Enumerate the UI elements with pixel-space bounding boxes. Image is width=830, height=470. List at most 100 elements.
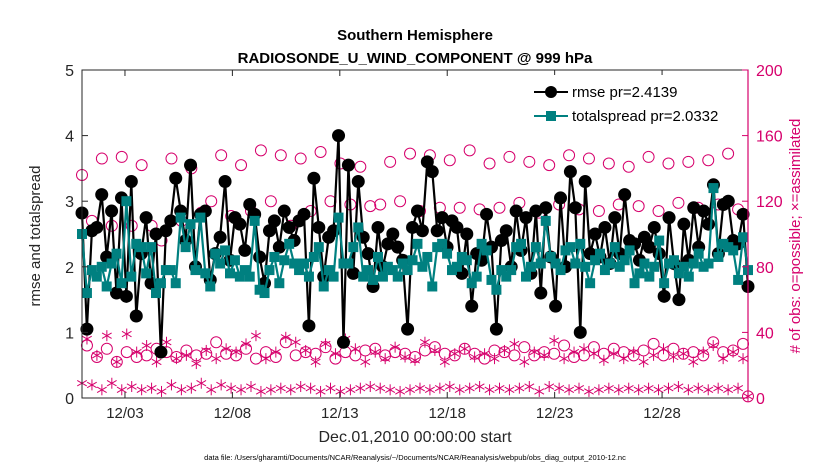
- assimilated-obs-marker: [285, 384, 296, 396]
- totalspread-point: [348, 242, 359, 253]
- assimilated-obs-marker: [544, 381, 555, 393]
- rmse-point: [697, 204, 711, 218]
- totalspread-point: [101, 281, 112, 292]
- y-tick-label: 5: [65, 63, 74, 80]
- rmse-point: [618, 188, 632, 202]
- assimilated-obs-marker: [738, 353, 749, 365]
- assimilated-obs-marker: [250, 330, 261, 342]
- totalspread-point: [229, 255, 240, 266]
- totalspread-point: [585, 278, 596, 289]
- totalspread-point: [303, 271, 314, 282]
- rmse-point: [95, 188, 109, 202]
- assimilated-markers: [76, 144, 754, 403]
- assimilated-obs-marker: [86, 379, 97, 391]
- x-tick-label: 12/28: [643, 405, 681, 422]
- rmse-point: [154, 345, 168, 359]
- assimilated-obs-marker: [236, 384, 247, 396]
- possible-obs-marker: [523, 155, 536, 168]
- assimilated-obs-marker: [419, 336, 430, 348]
- totalspread-point: [595, 248, 605, 259]
- assimilated-obs-marker: [663, 382, 674, 394]
- rmse-point: [213, 230, 227, 244]
- assimilated-obs-marker: [668, 351, 679, 363]
- totalspread-point: [599, 265, 610, 276]
- rmse-point: [406, 220, 420, 234]
- assimilated-obs-marker: [638, 356, 649, 368]
- assimilated-obs-marker: [698, 346, 709, 358]
- rmse-point: [598, 220, 612, 234]
- assimilated-obs-marker: [390, 341, 401, 353]
- assimilated-obs-marker: [370, 346, 381, 358]
- rmse-point: [430, 224, 444, 238]
- possible-obs-marker: [100, 342, 113, 355]
- possible-obs-marker: [483, 157, 496, 170]
- totalspread-point: [713, 251, 724, 262]
- assimilated-obs-marker: [221, 343, 232, 355]
- assimilated-obs-marker: [111, 356, 122, 368]
- possible-obs-marker: [652, 205, 665, 218]
- assimilated-obs-marker: [708, 340, 719, 352]
- assimilated-obs-marker: [648, 349, 659, 361]
- assimilated-obs-marker: [106, 377, 117, 389]
- assimilated-obs-marker: [131, 346, 142, 358]
- assimilated-obs-marker: [186, 382, 197, 394]
- totalspread-point: [525, 261, 536, 272]
- totalspread-point: [126, 271, 137, 282]
- possible-obs-marker: [592, 205, 605, 218]
- assimilated-obs-marker: [101, 330, 112, 342]
- totalspread-point: [486, 274, 497, 285]
- assimilated-obs-marker: [136, 384, 147, 396]
- assimilated-obs-marker: [141, 340, 152, 352]
- x-tick-label: 12/08: [214, 405, 252, 422]
- totalspread-point: [353, 222, 364, 233]
- possible-obs-marker: [453, 201, 466, 214]
- assimilated-obs-marker: [409, 354, 421, 366]
- assimilated-obs-marker: [375, 382, 386, 394]
- rmse-point: [450, 220, 464, 234]
- totalspread-point: [180, 242, 191, 253]
- assimilated-obs-marker: [365, 381, 376, 393]
- assimilated-obs-marker: [265, 384, 276, 396]
- rmse-point: [119, 289, 133, 303]
- assimilated-obs-marker: [151, 356, 162, 368]
- x-tick-label: 12/03: [106, 405, 144, 422]
- totalspread-point: [609, 242, 620, 253]
- x-tick-label: 12/18: [428, 405, 466, 422]
- assimilated-obs-marker: [643, 382, 654, 394]
- totalspread-point: [491, 284, 502, 295]
- possible-obs-marker: [215, 149, 228, 162]
- assimilated-obs-marker: [549, 335, 560, 347]
- legend-totalspread-label: totalspread pr=2.0332: [572, 108, 718, 125]
- possible-obs-marker: [235, 159, 248, 172]
- assimilated-obs-marker: [534, 385, 545, 397]
- totalspread-point: [683, 271, 694, 282]
- possible-obs-marker: [662, 157, 675, 170]
- assimilated-obs-marker: [320, 338, 331, 350]
- assimilated-obs-marker: [395, 385, 406, 397]
- totalspread-point: [688, 258, 699, 269]
- assimilated-obs-marker: [216, 379, 227, 391]
- totalspread-point: [200, 268, 211, 279]
- totalspread-point: [215, 258, 226, 269]
- possible-obs-marker: [384, 155, 397, 168]
- assimilated-obs-marker: [618, 353, 629, 365]
- totalspread-point: [451, 261, 462, 272]
- totalspread-point: [427, 281, 438, 292]
- totalspread-point: [496, 265, 507, 276]
- totalspread-point: [259, 288, 270, 299]
- possible-obs-marker: [135, 159, 148, 172]
- assimilated-obs-marker: [330, 348, 341, 360]
- assimilated-obs-marker: [499, 344, 510, 356]
- possible-obs-marker: [364, 200, 377, 213]
- chart-title: Southern Hemisphere: [337, 27, 493, 44]
- y-tick-label: 3: [65, 194, 74, 211]
- assimilated-obs-marker: [121, 328, 132, 340]
- rmse-point: [509, 204, 523, 218]
- totalspread-point: [244, 271, 255, 282]
- assimilated-obs-marker: [181, 349, 192, 361]
- possible-obs-marker: [642, 150, 655, 163]
- possible-obs-marker: [210, 336, 223, 349]
- totalspread-point: [402, 265, 413, 276]
- rmse-point: [642, 240, 656, 254]
- totalspread-point: [269, 251, 280, 262]
